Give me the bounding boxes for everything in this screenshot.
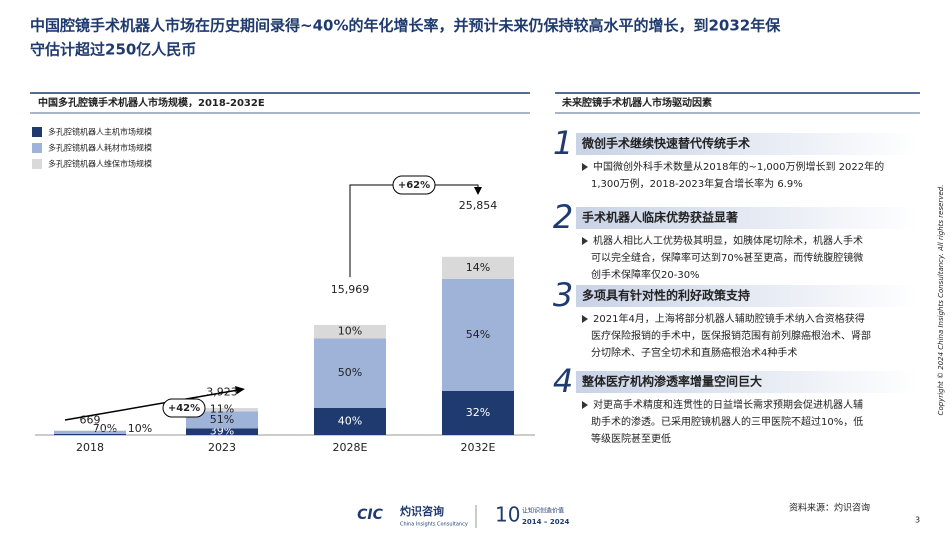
driver-title: 手术机器人临床优势获益显著 <box>582 210 738 225</box>
driver-text: 助手术的渗透。已采用腔镜机器人的三甲医院不超过10%，低 <box>591 415 863 428</box>
page-number: 3 <box>915 516 920 525</box>
driver-text: 对更高手术精度和连贯性的日益增长需求预期会促进机器人辅 <box>593 398 863 411</box>
bullet <box>582 401 588 409</box>
driver-number: 2 <box>553 198 573 236</box>
bar-segment <box>314 324 386 339</box>
driver-header <box>576 133 918 155</box>
driver-title: 多项具有针对性的利好政策支持 <box>582 288 750 303</box>
bar-segment <box>54 430 126 434</box>
driver-text: 分切除术、子宫全切术和直肠癌根治术4种手术 <box>591 346 797 359</box>
segment-label: 70% <box>93 422 117 435</box>
segment-label: 10% <box>338 325 362 338</box>
driver-number: 3 <box>553 276 573 314</box>
segment-label: 32% <box>466 406 490 419</box>
segment-label: 50% <box>338 366 362 379</box>
bar-segment <box>186 407 258 412</box>
x-tick-label: 2028E <box>333 441 368 454</box>
segment-label: 10% <box>128 422 152 435</box>
bar-segment <box>442 278 514 391</box>
driver-text: 可以完全缝合，保障率可达到70%甚至更高，而传统腹腔镜微 <box>591 251 863 264</box>
driver-text: 医疗保险报销的手术中，医保报销范围有前列腺癌根治术、肾部 <box>591 329 871 342</box>
bar-segment <box>442 391 514 435</box>
segment-label: 11% <box>210 403 234 416</box>
logo-slogan: 让知识创造价值 <box>522 507 564 515</box>
segment-label: 14% <box>466 261 490 274</box>
legend-swatch <box>32 159 42 169</box>
bar-segment <box>54 433 126 435</box>
segment-label: 40% <box>338 414 362 427</box>
logo-anniversary: 10 <box>495 503 520 527</box>
x-tick-label: 2018 <box>76 441 104 454</box>
total-label: 25,854 <box>459 199 498 212</box>
bar-segment <box>54 430 126 431</box>
bullet <box>582 237 588 245</box>
chart-title: 中国多孔腔镜手术机器人市场规模，2018-2032E <box>38 96 265 109</box>
arrow-head <box>235 386 245 394</box>
driver-title: 微创手术继续快速替代传统手术 <box>581 136 750 151</box>
bullet <box>582 163 588 171</box>
driver-text: 1,300万例，2018-2023年复合增长率为 6.9% <box>591 177 803 190</box>
legend-label: 多孔腔镜机器人主机市场规模 <box>48 127 152 137</box>
total-label: 15,969 <box>331 283 370 296</box>
logo-english: China Insights Consultancy <box>400 522 468 528</box>
panel-title: 未来腔镜手术机器人市场驱动因素 <box>561 96 712 109</box>
title-line: 中国腔镜手术机器人市场在历史期间录得~40%的年化增长率，并预计未来仍保持较高水… <box>30 17 781 35</box>
driver-text: 机器人相比人工优势极其明显，如胰体尾切除术，机器人手术 <box>593 234 863 247</box>
annotation-box <box>162 398 206 418</box>
driver-header <box>576 371 918 393</box>
logo-name: 灼识咨询 <box>400 504 444 518</box>
driver-number: 4 <box>553 362 573 400</box>
arrow-head <box>474 187 482 195</box>
annotation: +42% <box>168 403 200 414</box>
driver-title: 整体医疗机构渗透率增量空间巨大 <box>581 374 762 389</box>
driver-text: 等级医院甚至更低 <box>591 432 671 445</box>
annotation-box <box>392 175 436 195</box>
legend-swatch <box>32 127 42 137</box>
annotation: +62% <box>398 180 430 191</box>
bar-segment <box>186 411 258 429</box>
bullet <box>582 315 588 323</box>
x-tick-label: 2023 <box>208 441 236 454</box>
driver-header <box>576 285 918 307</box>
logo-mark: CIC <box>357 507 383 523</box>
title-line: 守估计超过250亿人民币 <box>30 41 196 59</box>
segment-label: 51% <box>210 413 234 426</box>
growth-arrow <box>64 389 239 421</box>
x-tick-label: 2032E <box>461 441 496 454</box>
source: 资料来源：灼识咨询 <box>789 502 870 514</box>
driver-text: 创手术保障率仅20-30% <box>591 268 700 281</box>
driver-header <box>576 207 918 229</box>
logo-years: 2014 – 2024 <box>522 518 569 526</box>
driver-number: 1 <box>553 124 573 162</box>
copyright: Copyright © 2024 China Insights Consulta… <box>937 185 945 416</box>
legend-swatch <box>32 143 42 153</box>
driver-text: 2021年4月，上海将部分机器人辅助腔镜手术纳入合资格获得 <box>593 312 865 325</box>
bar-segment <box>186 428 258 435</box>
driver-text: 中国微创外科手术数量从2018年的~1,000万例增长到 2022年的 <box>593 160 884 173</box>
bar-segment <box>314 338 386 408</box>
bar-segment <box>314 407 386 435</box>
legend-label: 多孔腔镜机器人维保市场规模 <box>48 159 152 169</box>
bar-segment <box>442 256 514 279</box>
segment-label: 54% <box>466 328 490 341</box>
legend-label: 多孔腔镜机器人耗材市场规模 <box>48 143 152 153</box>
